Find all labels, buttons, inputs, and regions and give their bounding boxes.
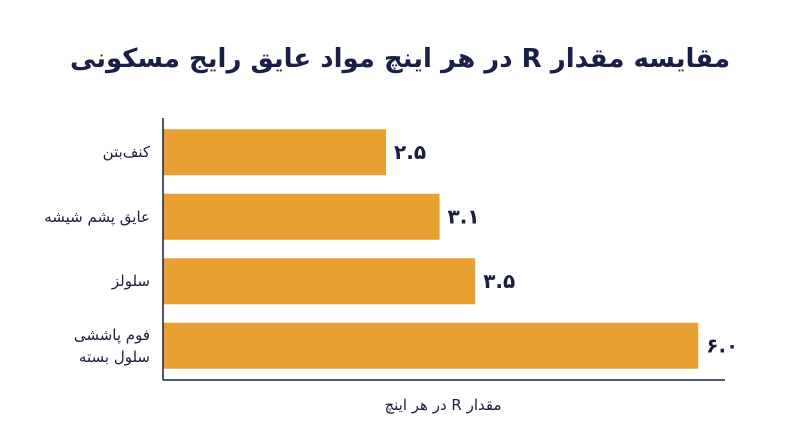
bar [163, 258, 476, 305]
value-label: ۳.۵ [483, 269, 515, 293]
value-label: ۶.۰ [706, 333, 738, 357]
y-tick-label: عایق پشم شیشه [44, 207, 150, 226]
bar [163, 193, 440, 240]
y-tick-label: سلولز [111, 272, 150, 291]
value-label: ۳.۱ [448, 204, 480, 228]
bar [163, 322, 699, 369]
y-tick-label: کنف‌بتن [102, 143, 150, 162]
value-label: ۲.۵ [394, 140, 426, 164]
bar [163, 129, 387, 176]
y-tick-label: فوم پاششی سلول بسته [73, 325, 150, 366]
x-axis-label: مقدار R در هر اینچ [384, 396, 502, 414]
chart-title: مقایسه مقدار R در هر اینچ مواد عایق رایج… [69, 44, 731, 74]
